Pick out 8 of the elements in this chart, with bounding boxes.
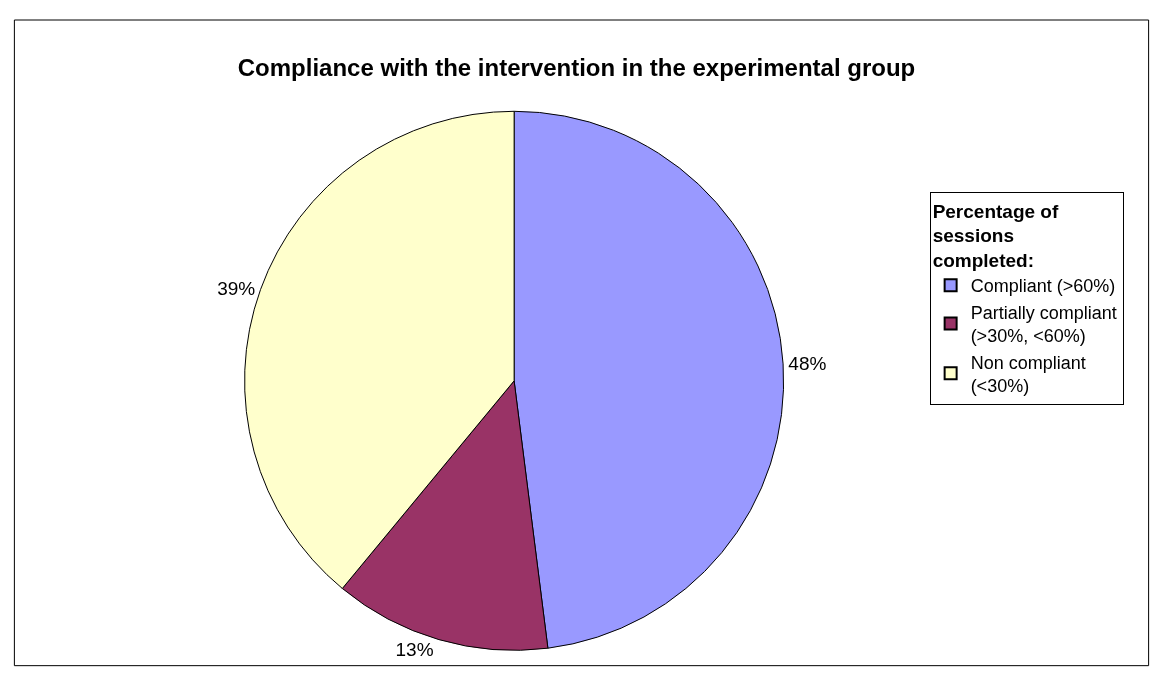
- legend-label: Non compliant (<30%): [970, 352, 1086, 396]
- data-label: 13%: [395, 638, 434, 660]
- legend-label: Partially compliant (>30%, <60%): [970, 302, 1117, 347]
- legend-label: Compliant (>60%): [970, 276, 1116, 297]
- data-label: 39%: [217, 277, 256, 299]
- data-label: 48%: [788, 353, 827, 375]
- chart-title: Compliance with the intervention in the experimental group: [237, 53, 916, 81]
- legend-title: Percentage of sessions completed:: [932, 200, 1059, 272]
